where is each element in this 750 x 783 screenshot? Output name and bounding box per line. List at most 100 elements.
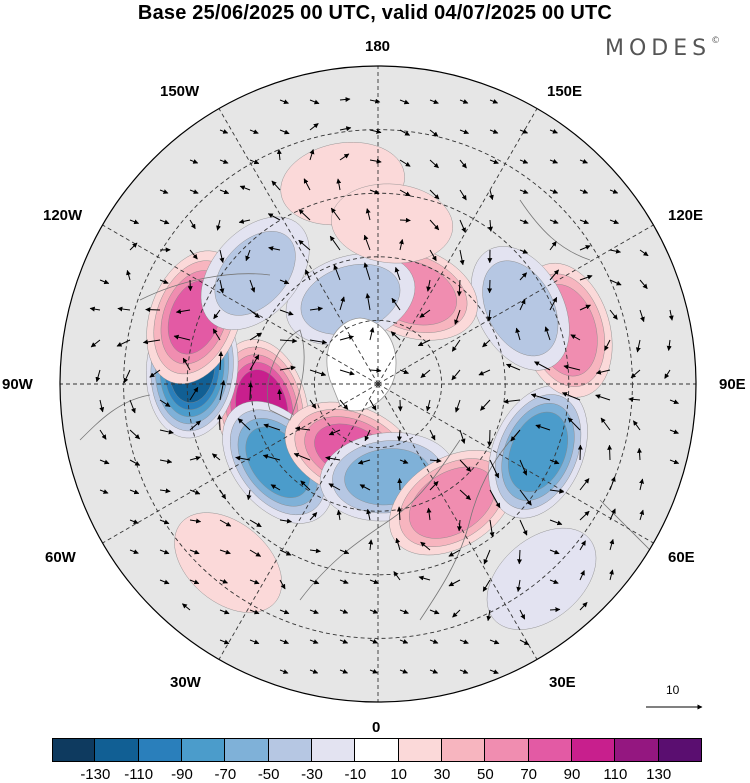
wind-arrow bbox=[429, 429, 436, 441]
wind-arrow bbox=[219, 549, 231, 555]
colorbar-swatch bbox=[52, 738, 96, 762]
wind-arrow bbox=[429, 99, 439, 104]
wind-arrow bbox=[549, 159, 558, 164]
lon-label-90e: 90E bbox=[719, 376, 746, 393]
wind-arrow bbox=[309, 579, 320, 585]
colorbar-tick-label: -70 bbox=[214, 766, 237, 783]
wind-arrow bbox=[429, 458, 442, 464]
wind-arrow bbox=[519, 519, 528, 536]
colorbar-tick-label: -130 bbox=[80, 766, 111, 783]
wind-arrow bbox=[90, 339, 101, 348]
wind-arrow bbox=[399, 639, 409, 644]
wind-arrow bbox=[448, 579, 461, 587]
wind-arrow bbox=[181, 603, 191, 611]
wind-arrow bbox=[249, 332, 262, 341]
lon-label-90w: 90W bbox=[2, 376, 33, 393]
wind-arrow bbox=[159, 488, 171, 494]
wind-arrow bbox=[309, 609, 319, 614]
wind-arrow bbox=[249, 309, 260, 319]
wind-arrow bbox=[563, 364, 581, 371]
wind-arrow bbox=[116, 339, 131, 347]
colorbar-swatch bbox=[355, 738, 399, 762]
wind-arrow bbox=[277, 388, 283, 401]
wind-arrow bbox=[309, 149, 315, 161]
meridian-line bbox=[377, 108, 538, 385]
wind-arrow bbox=[420, 541, 431, 551]
wind-arrow bbox=[218, 351, 224, 371]
wind-arrow bbox=[489, 639, 500, 645]
wind-arrow bbox=[549, 219, 559, 224]
wind-arrow bbox=[609, 279, 622, 286]
wind-arrow bbox=[219, 578, 228, 584]
wind-arrow bbox=[561, 392, 581, 401]
wind-arrow bbox=[219, 639, 230, 645]
wind-arrow bbox=[396, 506, 402, 521]
colorbar-swatch bbox=[138, 738, 182, 762]
wind-arrow bbox=[420, 369, 431, 378]
wind-arrow bbox=[486, 309, 492, 322]
wind-arrow bbox=[309, 369, 327, 377]
brand-mark: © bbox=[711, 36, 721, 46]
wind-arrow bbox=[609, 189, 619, 194]
anomaly-contour bbox=[174, 512, 282, 613]
wind-arrow bbox=[483, 549, 491, 565]
wind-arrow bbox=[212, 328, 221, 341]
wind-arrow bbox=[336, 509, 342, 521]
wind-arrow bbox=[456, 279, 462, 297]
wind-arrow bbox=[426, 507, 432, 521]
wind-arrow bbox=[364, 429, 371, 442]
wind-arrow bbox=[459, 189, 467, 201]
wind-arrow bbox=[249, 279, 256, 293]
wind-arrow bbox=[451, 339, 461, 352]
wind-arrow bbox=[429, 219, 440, 231]
wind-arrow bbox=[129, 399, 136, 414]
wind-arrow bbox=[519, 189, 529, 194]
colorbar-swatch bbox=[225, 738, 269, 762]
wind-arrow bbox=[429, 159, 439, 169]
wind-arrow bbox=[339, 369, 355, 376]
colorbar-tick-label: 50 bbox=[476, 766, 494, 783]
wind-arrow bbox=[159, 279, 169, 284]
colorbar-tick-label: 90 bbox=[563, 766, 581, 783]
wind-arrow bbox=[271, 180, 281, 191]
wind-arrow bbox=[549, 549, 560, 555]
wind-arrow bbox=[519, 219, 529, 224]
wind-arrow bbox=[489, 489, 501, 509]
wind-arrow bbox=[175, 309, 191, 314]
wind-arrow bbox=[263, 423, 281, 431]
wind-arrow bbox=[486, 609, 492, 622]
wind-arrow bbox=[235, 455, 251, 461]
wind-arrow bbox=[99, 429, 107, 440]
lon-label-30w: 30W bbox=[170, 674, 201, 691]
wind-arrow bbox=[339, 609, 349, 614]
wind-arrow bbox=[425, 399, 431, 412]
wind-arrow bbox=[426, 279, 432, 292]
wind-arrow bbox=[99, 459, 110, 465]
wind-arrow bbox=[95, 369, 101, 383]
wind-vectors bbox=[89, 96, 680, 674]
wind-arrow bbox=[189, 455, 201, 461]
brand-logo: MODES© bbox=[605, 36, 720, 61]
wind-arrow bbox=[399, 99, 410, 105]
wind-arrow bbox=[339, 639, 349, 644]
wind-arrow bbox=[429, 189, 440, 200]
wind-arrow bbox=[309, 548, 321, 554]
colorbar-tick-label: -90 bbox=[171, 766, 193, 783]
wind-arrow bbox=[129, 489, 140, 495]
wind-arrow bbox=[189, 420, 201, 431]
colorbar-tick-label: 110 bbox=[603, 766, 628, 783]
wind-arrow bbox=[515, 327, 521, 341]
wind-arrow bbox=[579, 189, 589, 194]
colorbar-swatch bbox=[268, 738, 312, 762]
wind-arrow bbox=[519, 459, 528, 476]
wind-arrow bbox=[339, 296, 346, 311]
reference-vector-label: 10 bbox=[666, 683, 680, 697]
wind-arrow bbox=[579, 510, 590, 521]
meridian-line bbox=[377, 383, 538, 660]
wind-arrow bbox=[99, 399, 105, 413]
wind-arrow bbox=[544, 326, 551, 341]
wind-arrow bbox=[279, 129, 290, 135]
wind-arrow bbox=[489, 459, 500, 479]
wind-arrow bbox=[329, 235, 341, 251]
wind-arrow bbox=[517, 549, 523, 565]
